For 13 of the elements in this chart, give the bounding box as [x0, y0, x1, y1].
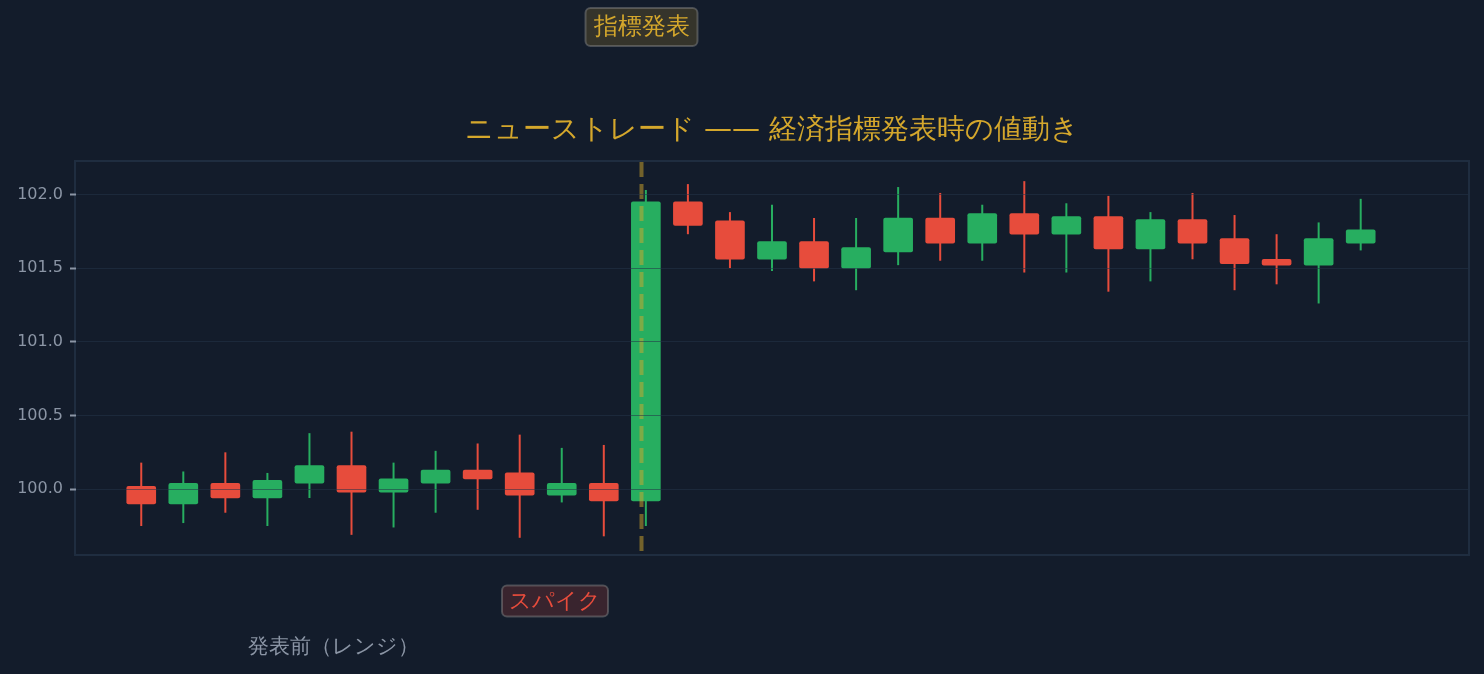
y-tick-label: 101.5: [17, 257, 63, 277]
chart-title: ニューストレード —— 経済指標発表時の値動き: [465, 112, 1079, 146]
candlestick: [462, 442, 493, 511]
text: 指標発表: [592, 12, 690, 41]
candlestick: [1261, 233, 1292, 286]
y-tick-label: 101.0: [17, 330, 63, 350]
y-tick-label: 100.0: [17, 478, 63, 498]
candlestick: [378, 461, 409, 529]
text: スパイク: [509, 587, 601, 613]
y-tick-label: 102.0: [17, 183, 63, 203]
y-tick-label: 100.5: [17, 404, 63, 424]
text: 発表前（レンジ）: [247, 634, 419, 659]
candlestick: [546, 446, 577, 504]
